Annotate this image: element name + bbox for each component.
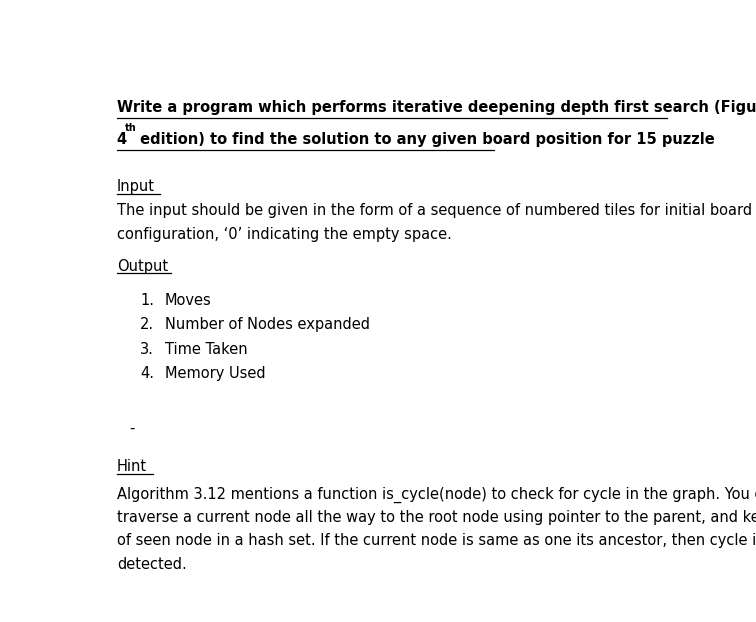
Text: configuration, ‘0’ indicating the empty space.: configuration, ‘0’ indicating the empty … — [116, 228, 451, 243]
Text: Hint: Hint — [116, 459, 147, 474]
Text: of seen node in a hash set. If the current node is same as one its ancestor, the: of seen node in a hash set. If the curre… — [116, 534, 756, 549]
Text: 3.: 3. — [140, 342, 154, 357]
Text: Output: Output — [116, 259, 168, 274]
Text: Algorithm 3.12 mentions a function is_cycle(node) to check for cycle in the grap: Algorithm 3.12 mentions a function is_cy… — [116, 486, 756, 503]
Text: Time Taken: Time Taken — [165, 342, 247, 357]
Text: traverse a current node all the way to the root node using pointer to the parent: traverse a current node all the way to t… — [116, 510, 756, 525]
Text: Input: Input — [116, 179, 155, 194]
Text: detected.: detected. — [116, 557, 187, 572]
Text: Write a program which performs iterative deepening depth first search (Figure 3.: Write a program which performs iterative… — [116, 100, 756, 114]
Text: edition) to find the solution to any given board position for 15 puzzle: edition) to find the solution to any giv… — [135, 132, 714, 147]
Text: 4: 4 — [116, 132, 127, 147]
Text: Moves: Moves — [165, 293, 212, 308]
Text: th: th — [125, 123, 136, 132]
Text: 4.: 4. — [140, 366, 154, 381]
Text: 2.: 2. — [140, 317, 154, 333]
Text: Memory Used: Memory Used — [165, 366, 265, 381]
Text: The input should be given in the form of a sequence of numbered tiles for initia: The input should be given in the form of… — [116, 203, 752, 218]
Text: -: - — [130, 420, 135, 435]
Text: Number of Nodes expanded: Number of Nodes expanded — [165, 317, 370, 333]
Text: 1.: 1. — [140, 293, 154, 308]
